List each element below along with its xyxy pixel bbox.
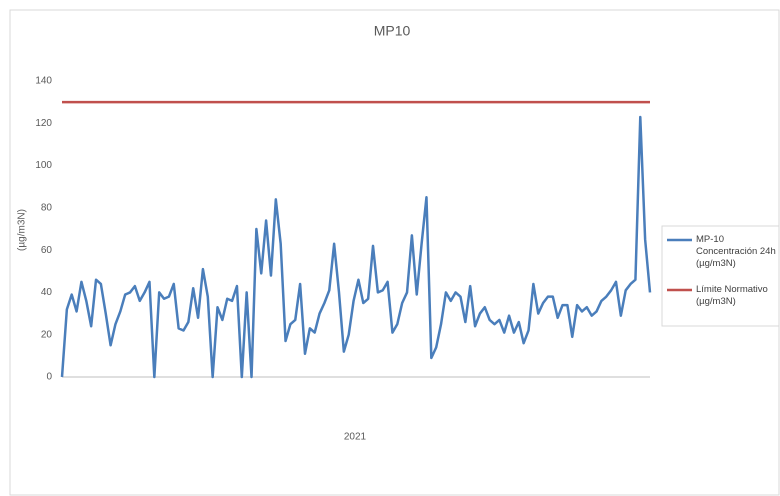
y-tick-label: 40	[41, 287, 53, 298]
y-tick-label: 120	[35, 118, 52, 129]
legend-box	[661, 225, 780, 327]
legend-label: MP-10 Concentración 24h (µg/m3N)	[696, 234, 776, 269]
y-tick-label: 80	[41, 202, 53, 213]
y-tick-label: 100	[35, 160, 52, 171]
y-tick-label: 20	[41, 329, 53, 340]
chart-title: MP10	[374, 23, 411, 39]
data-line	[60, 115, 652, 379]
legend-label: Límite Normativo (µg/m3N)	[696, 284, 768, 307]
y-tick-label: 60	[41, 245, 53, 256]
y-tick-label: 140	[35, 76, 52, 87]
x-axis-label: 2021	[344, 432, 367, 443]
y-axis-label: (µg/m3N)	[17, 209, 28, 251]
y-tick-label: 0	[46, 372, 52, 383]
